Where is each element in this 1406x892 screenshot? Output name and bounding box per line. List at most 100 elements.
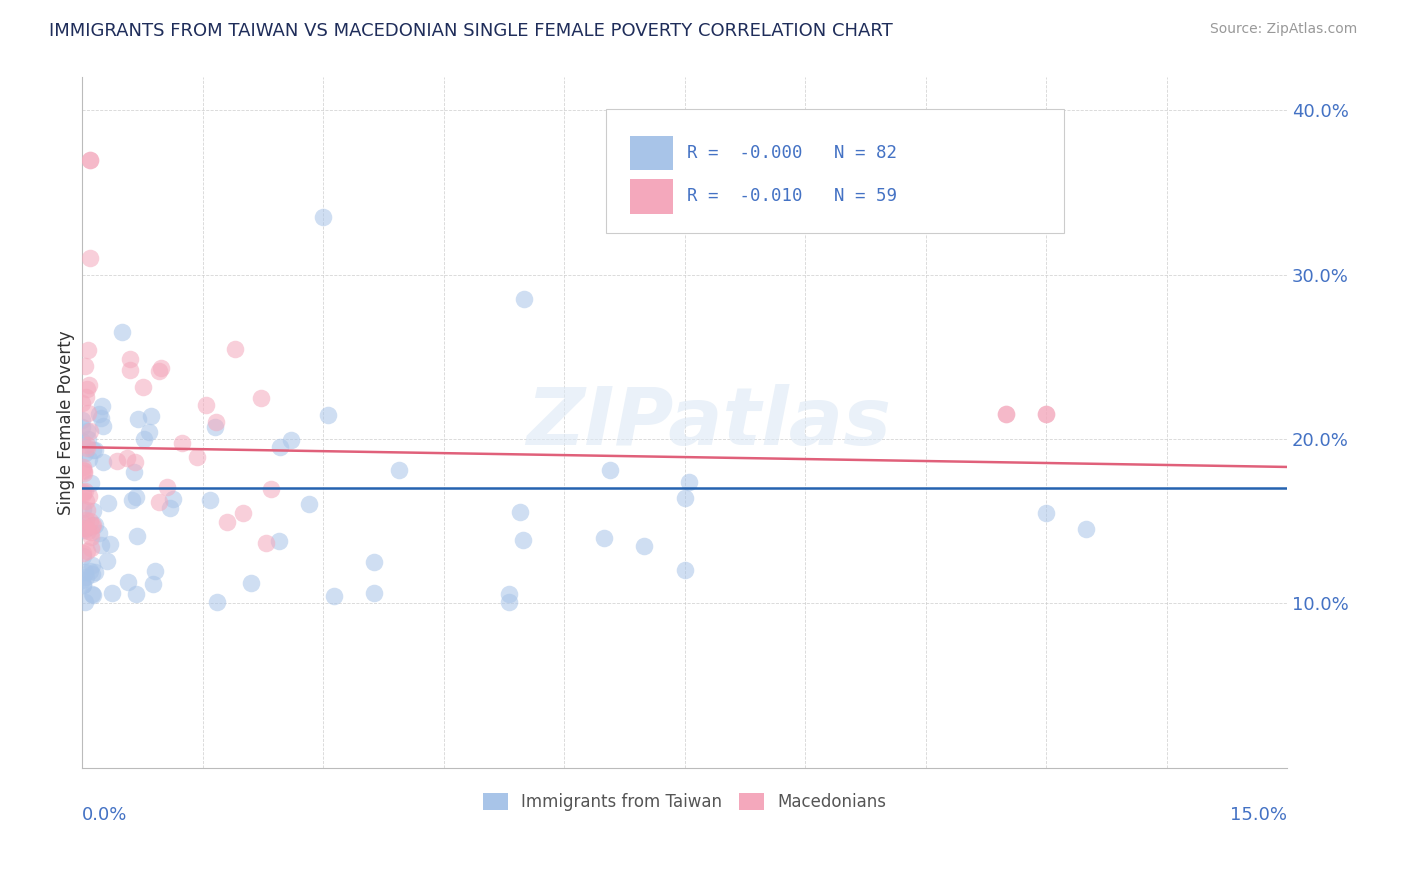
Point xyxy=(83,442,105,457)
Point xyxy=(363,555,385,569)
Point xyxy=(82,518,104,533)
Point xyxy=(75,512,97,526)
Point xyxy=(1035,408,1057,422)
Point xyxy=(150,360,173,375)
Point xyxy=(148,494,170,508)
Point xyxy=(239,576,262,591)
Point xyxy=(75,595,97,609)
Point xyxy=(127,412,149,426)
Point xyxy=(82,504,104,518)
Bar xyxy=(630,179,672,214)
Point xyxy=(269,440,291,454)
Text: R =  -0.000   N = 82: R = -0.000 N = 82 xyxy=(688,144,897,162)
Point xyxy=(82,588,104,602)
Point xyxy=(121,492,143,507)
Point xyxy=(139,409,162,424)
Point xyxy=(513,293,536,307)
Point xyxy=(80,541,103,555)
Point xyxy=(132,432,155,446)
Point xyxy=(87,407,110,421)
Point xyxy=(79,153,101,167)
Point xyxy=(217,515,239,529)
Point xyxy=(80,530,103,544)
Point xyxy=(73,523,96,537)
Point xyxy=(205,594,228,608)
Point xyxy=(73,446,96,460)
Point xyxy=(75,484,97,499)
Point xyxy=(260,482,283,496)
Point xyxy=(97,496,120,510)
Point xyxy=(388,463,411,477)
Point xyxy=(186,450,208,464)
Point xyxy=(312,210,335,224)
Point xyxy=(77,489,100,503)
Point xyxy=(115,450,138,465)
Point xyxy=(509,505,531,519)
Point xyxy=(80,558,103,572)
Point xyxy=(96,554,118,568)
Point xyxy=(224,342,246,356)
Point xyxy=(72,487,94,501)
Point xyxy=(72,546,94,560)
Point xyxy=(122,465,145,479)
Point xyxy=(75,359,97,373)
Point xyxy=(170,436,193,450)
Text: Source: ZipAtlas.com: Source: ZipAtlas.com xyxy=(1209,22,1357,37)
Point xyxy=(125,490,148,504)
Point xyxy=(138,425,160,439)
Point xyxy=(79,424,101,438)
Point xyxy=(80,524,103,539)
Point xyxy=(323,589,346,603)
Point xyxy=(73,464,96,478)
Point xyxy=(1035,506,1057,520)
Point xyxy=(142,577,165,591)
Point xyxy=(280,434,302,448)
Point xyxy=(498,595,520,609)
Point xyxy=(156,480,179,494)
Point xyxy=(75,390,97,404)
Point xyxy=(105,454,128,468)
Point xyxy=(80,587,103,601)
Point xyxy=(363,586,385,600)
Point xyxy=(72,578,94,592)
Point xyxy=(72,466,94,480)
Point xyxy=(76,441,98,455)
Point xyxy=(79,564,101,578)
Point xyxy=(111,325,134,339)
Point xyxy=(70,573,93,587)
Point xyxy=(72,502,94,516)
Point xyxy=(76,382,98,396)
Point xyxy=(162,491,184,506)
Point xyxy=(79,251,101,265)
Text: 0.0%: 0.0% xyxy=(82,805,128,823)
Point xyxy=(89,525,111,540)
Point xyxy=(512,533,534,547)
Point xyxy=(75,565,97,579)
Point xyxy=(72,516,94,531)
Point xyxy=(205,415,228,429)
Point xyxy=(76,432,98,446)
Point xyxy=(91,419,114,434)
Point xyxy=(77,378,100,392)
Text: IMMIGRANTS FROM TAIWAN VS MACEDONIAN SINGLE FEMALE POVERTY CORRELATION CHART: IMMIGRANTS FROM TAIWAN VS MACEDONIAN SIN… xyxy=(49,22,893,40)
Point xyxy=(298,497,321,511)
Point xyxy=(994,408,1017,422)
Point xyxy=(80,566,103,581)
Point xyxy=(673,564,696,578)
Point xyxy=(1076,522,1098,536)
Point xyxy=(90,538,112,552)
Point xyxy=(70,519,93,533)
Point xyxy=(101,586,124,600)
Point xyxy=(75,493,97,508)
Point xyxy=(250,391,273,405)
Point xyxy=(82,443,104,458)
Point xyxy=(72,463,94,477)
Point xyxy=(77,452,100,467)
Point xyxy=(118,363,141,377)
Point xyxy=(76,524,98,538)
Point xyxy=(599,462,621,476)
Point xyxy=(678,475,700,489)
Point xyxy=(994,408,1017,422)
Point xyxy=(72,460,94,475)
Point xyxy=(80,519,103,533)
